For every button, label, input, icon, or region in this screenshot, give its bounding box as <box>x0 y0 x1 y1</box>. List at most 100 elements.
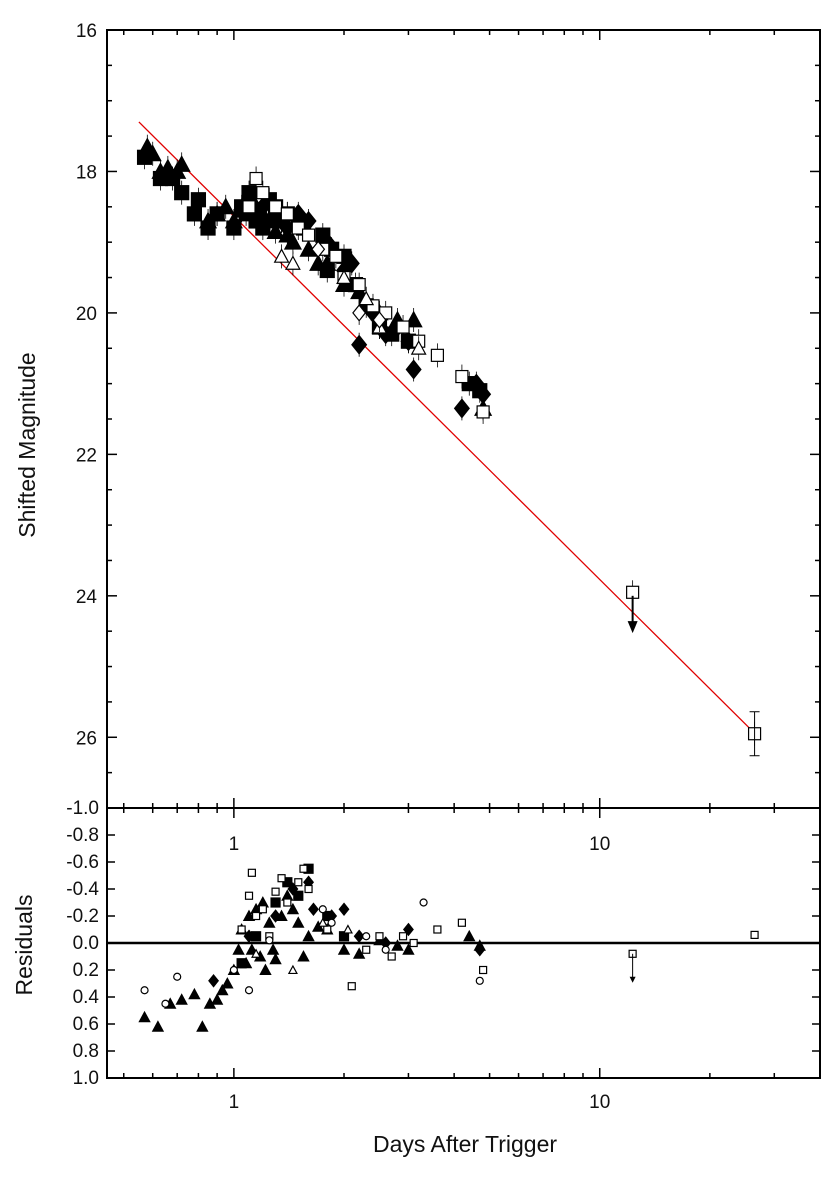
residual-data-point <box>293 890 304 901</box>
top-data-point <box>255 220 271 236</box>
top-data-point <box>249 171 263 186</box>
residual-data-point <box>140 986 149 995</box>
top-data-point <box>226 220 242 236</box>
residual-data-point <box>251 911 261 921</box>
top-data-point <box>285 255 301 270</box>
top-data-point <box>136 149 153 165</box>
top-data-point <box>266 222 285 240</box>
residual-data-point <box>317 917 328 927</box>
top-data-point <box>352 278 366 292</box>
residual-data-point <box>243 929 255 944</box>
top-data-point <box>190 192 207 208</box>
residual-data-point <box>381 945 390 954</box>
top-data-point <box>352 304 367 322</box>
residual-data-point <box>232 943 245 955</box>
top-data-point <box>358 290 375 306</box>
residual-data-point <box>342 924 353 934</box>
top-data-point <box>283 232 302 250</box>
residual-data-point <box>327 918 336 927</box>
top-y-tick-label: 24 <box>76 587 98 608</box>
residual-data-point <box>457 918 466 927</box>
top-y-tick-label: 22 <box>76 445 97 466</box>
residual-data-point <box>271 887 280 896</box>
residual-data-point <box>242 909 256 921</box>
residual-data-point <box>402 943 415 955</box>
top-data-point <box>172 155 191 172</box>
residual-data-point <box>216 983 229 996</box>
residual-data-point <box>292 916 305 928</box>
residual-data-point <box>474 942 486 957</box>
residual-data-point <box>375 932 384 941</box>
residual-data-point <box>297 950 310 962</box>
x-axis-title: Days After Trigger <box>373 1131 557 1157</box>
residual-data-point <box>750 930 759 940</box>
residual-data-point <box>269 952 282 965</box>
top-data-point <box>164 170 181 187</box>
residual-arrow-head <box>629 976 636 983</box>
residual-data-point <box>270 897 281 908</box>
residual-data-point <box>188 987 201 1000</box>
top-data-point <box>351 334 368 355</box>
bottom-y-axis-title: Residuals <box>11 895 37 996</box>
residual-data-point <box>270 909 282 923</box>
top-y-tick-label: 20 <box>76 304 97 325</box>
residual-data-point <box>353 929 365 944</box>
residual-data-point <box>151 1020 165 1032</box>
top-y-tick-label: 26 <box>76 728 97 749</box>
residual-data-point <box>362 945 371 954</box>
bottom-y-tick-label: -0.6 <box>66 852 99 873</box>
residual-data-point <box>318 905 327 914</box>
residual-data-point <box>259 963 272 975</box>
top-data-point <box>209 206 225 222</box>
residual-data-point <box>463 929 476 942</box>
top-y-axis-title: Shifted Magnitude <box>14 352 40 537</box>
top-data-point <box>280 207 294 221</box>
residual-data-point <box>352 947 366 959</box>
residual-data-point <box>294 878 303 887</box>
bottom-y-tick-label: 0.8 <box>73 1041 99 1062</box>
upper-limit-arrow-head <box>627 621 638 634</box>
top-data-point <box>186 206 202 222</box>
residual-data-point <box>196 1020 209 1032</box>
residual-data-point <box>347 982 356 991</box>
residual-data-point <box>323 925 332 934</box>
top-data-point <box>476 405 490 419</box>
top-data-point <box>329 249 343 263</box>
top-data-point <box>336 269 352 285</box>
residual-data-point <box>175 993 188 1005</box>
top-data-point <box>291 221 305 235</box>
residual-data-point <box>391 939 404 951</box>
residual-data-point <box>251 948 262 958</box>
top-data-point <box>453 398 470 419</box>
residual-data-point <box>338 902 350 917</box>
top-data-point <box>455 369 469 384</box>
residual-data-point <box>337 943 351 955</box>
bottom-y-tick-label: -0.4 <box>66 879 99 900</box>
residual-data-point <box>479 965 488 975</box>
top-data-point <box>343 253 360 274</box>
residual-data-point <box>210 993 224 1005</box>
residual-data-point <box>244 986 254 995</box>
residual-data-point <box>229 965 238 975</box>
residual-data-point <box>286 902 300 915</box>
top-data-point <box>268 200 283 214</box>
residual-data-point <box>161 999 170 1008</box>
residual-data-point <box>398 932 408 941</box>
residual-data-point <box>287 964 298 975</box>
residual-data-point <box>173 972 182 981</box>
residual-data-point <box>237 925 246 934</box>
residual-data-point <box>433 925 442 934</box>
bottom-y-tick-label: -1.0 <box>66 798 99 819</box>
plot-layer: 16 18 20 22 24 26 1 10 -1.0 -0.8 -0.6 -0.4 -0.2 0.0 0.… <box>66 21 821 1113</box>
bottom-x-tick-label: 1 <box>229 1092 240 1113</box>
bottom-y-tick-label: 0.6 <box>73 1014 99 1035</box>
top-y-tick-label: 18 <box>76 162 97 183</box>
top-x-tick-label: 10 <box>589 834 610 855</box>
bottom-y-tick-label: -0.2 <box>66 906 99 927</box>
residual-data-point <box>304 884 313 894</box>
top-data-point <box>430 348 445 362</box>
residual-data-point <box>138 1010 151 1023</box>
bottom-x-tick-label: 10 <box>589 1092 610 1113</box>
top-data-point <box>200 220 216 236</box>
